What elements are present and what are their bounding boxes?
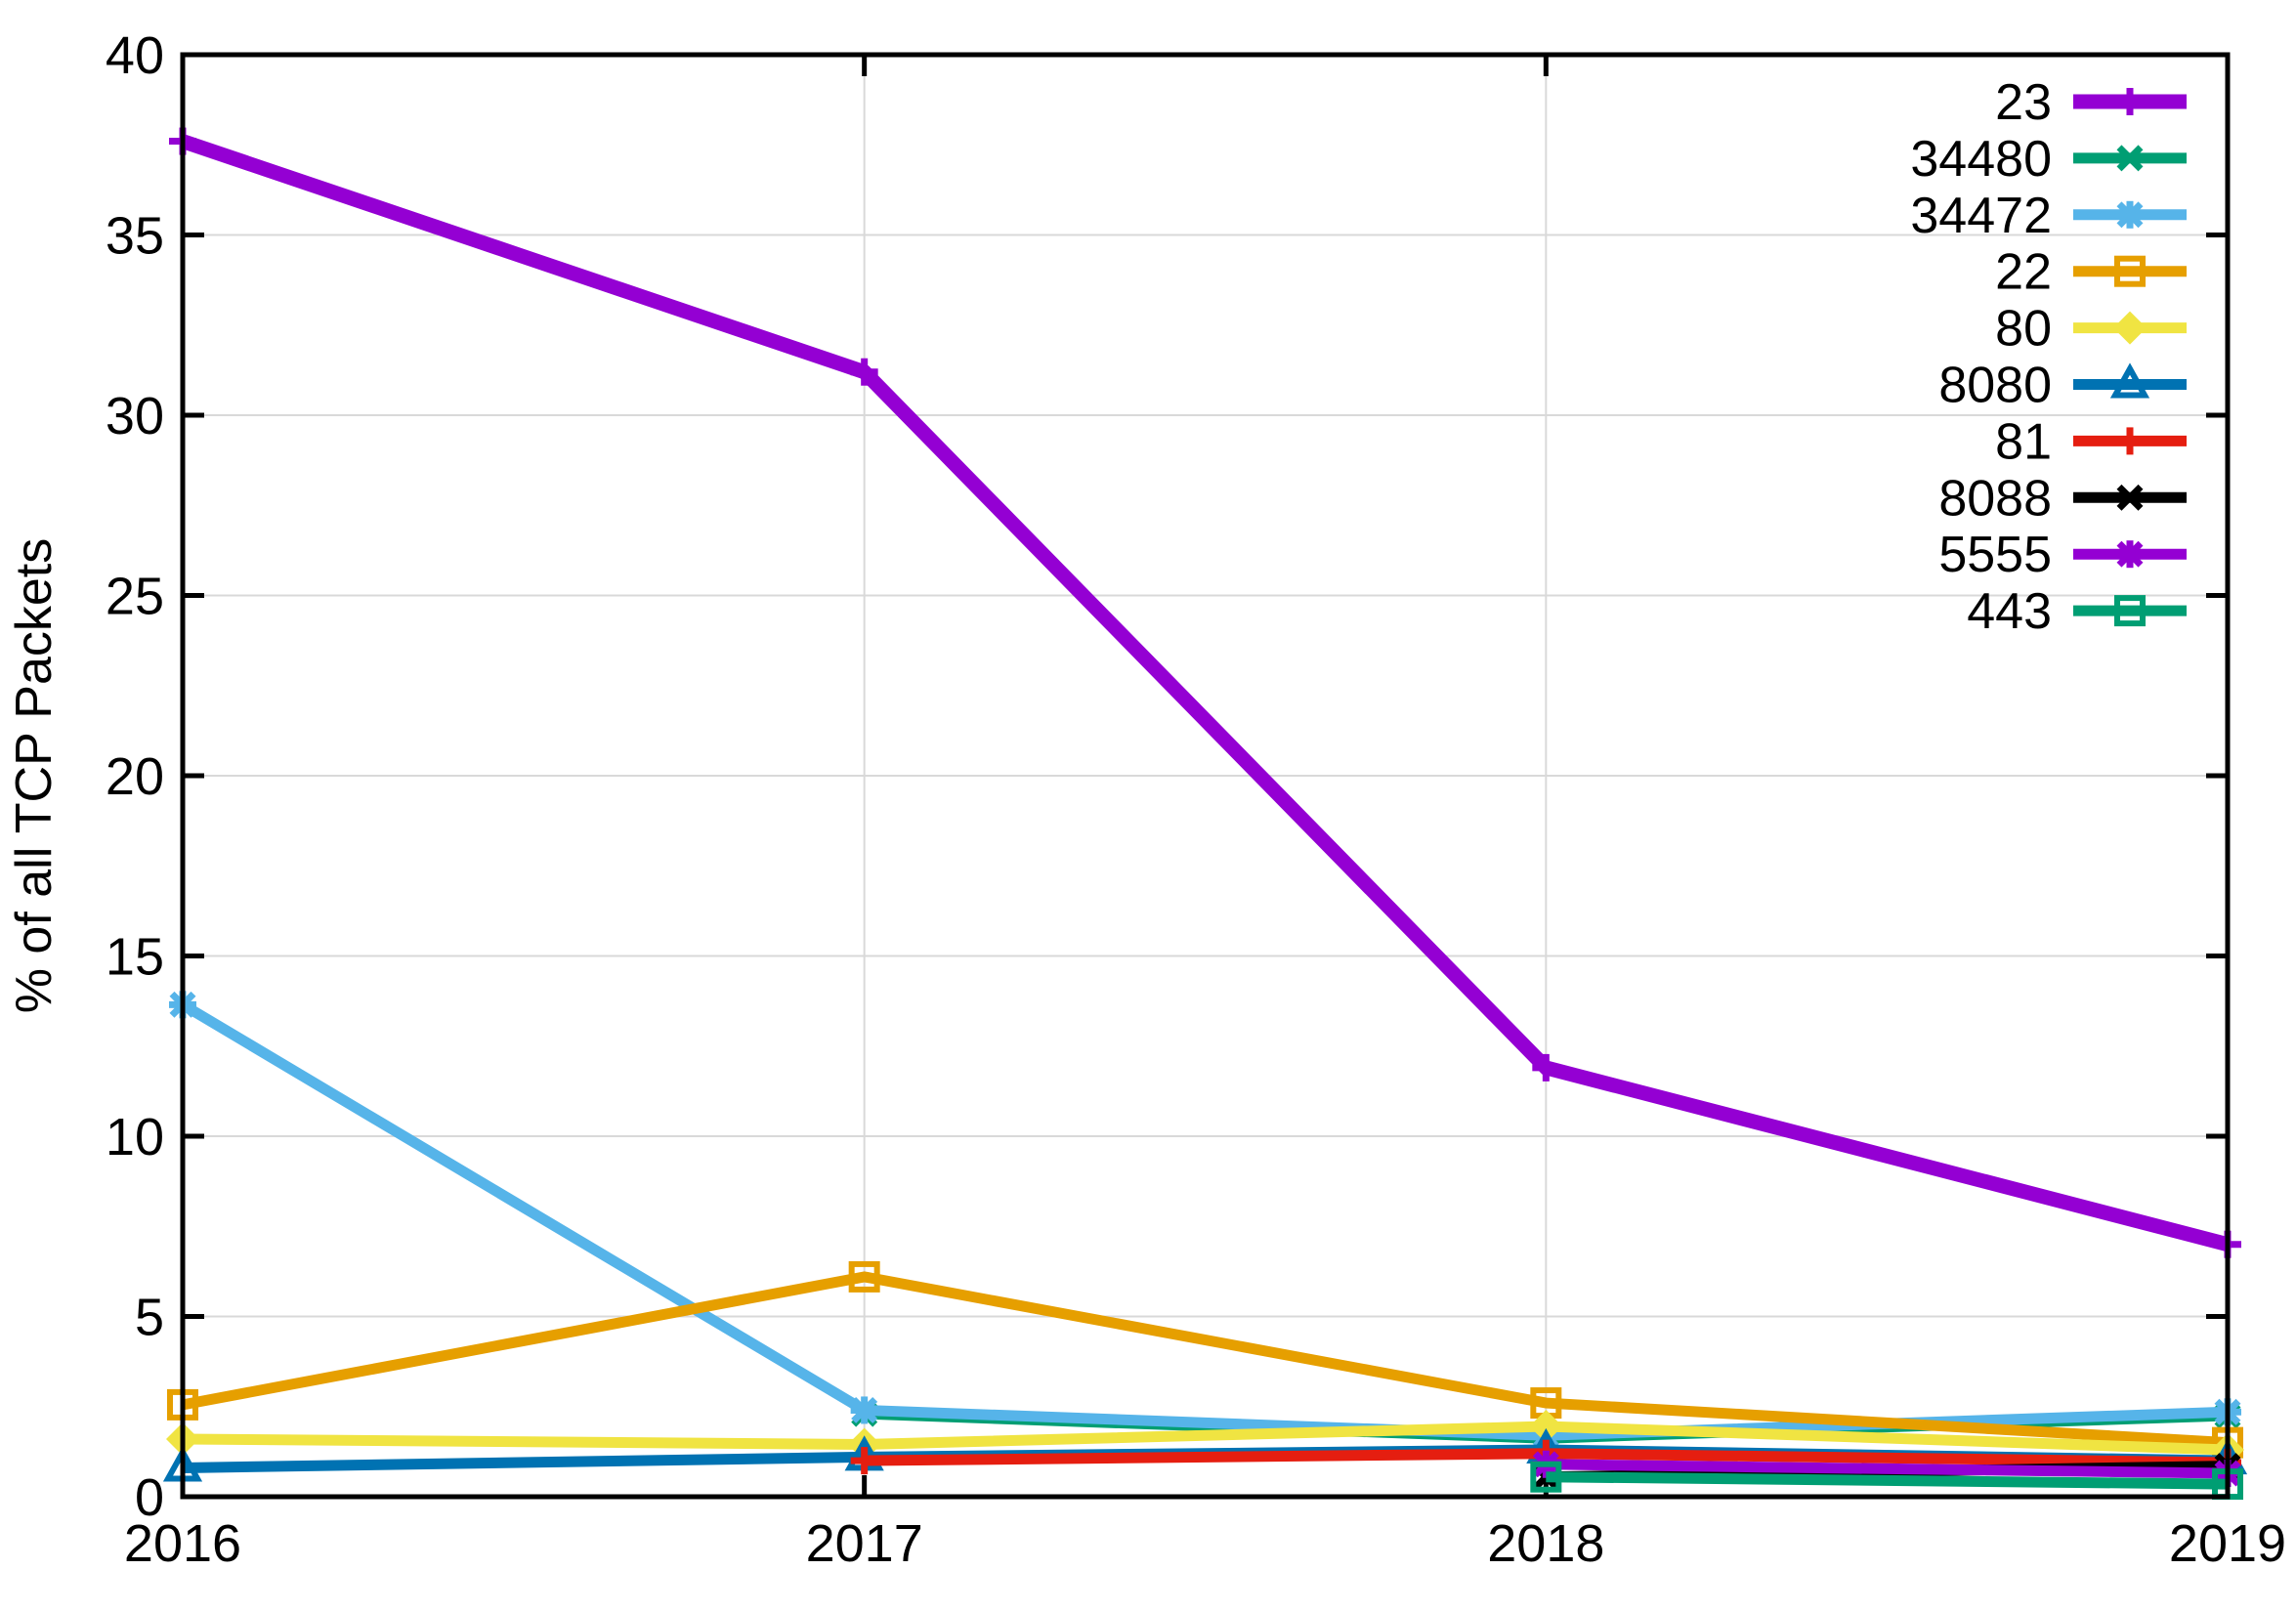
- legend-marker-81: [2116, 427, 2144, 455]
- y-tick-label-40: 40: [106, 26, 164, 85]
- marker-22-2017: [848, 1260, 880, 1293]
- legend-marker-22: [2114, 255, 2146, 287]
- legend-label-23: 23: [1995, 74, 2052, 131]
- legend-label-34480: 34480: [1910, 131, 2052, 188]
- series-line-443: [1546, 1471, 2229, 1490]
- legend-row-8080: 8080: [1938, 358, 2187, 414]
- marker-80-2018: [1529, 1410, 1563, 1444]
- y-tick-label-25: 25: [106, 568, 164, 626]
- legend-marker-8088: [2116, 484, 2144, 511]
- legend-label-81: 81: [1995, 413, 2052, 470]
- legend-marker-8080: [2109, 362, 2150, 399]
- y-tick-label-0: 0: [135, 1468, 164, 1527]
- marker-81-2017: [850, 1447, 878, 1475]
- x-tick-label-2016: 2016: [124, 1514, 241, 1573]
- y-tick-label-30: 30: [106, 387, 164, 445]
- legend-label-34472: 34472: [1910, 188, 2052, 244]
- plot-border: [180, 52, 2231, 1500]
- x-tick-label-2017: 2017: [806, 1514, 923, 1573]
- legend-row-81: 81: [1995, 413, 2187, 470]
- y-tick-label-15: 15: [106, 928, 164, 987]
- y-tick-label-20: 20: [106, 747, 164, 806]
- legend-row-34480: 34480: [1910, 131, 2187, 188]
- x-tick-label-2018: 2018: [1487, 1514, 1604, 1573]
- series-23: [169, 127, 2241, 1258]
- legend-label-80: 80: [1995, 301, 2052, 358]
- series-line-34472: [180, 999, 2229, 1441]
- legend-row-34472: 34472: [1910, 188, 2187, 244]
- legend-label-22: 22: [1995, 244, 2052, 301]
- legend-row-5555: 5555: [1938, 527, 2187, 583]
- legend-marker-23: [2116, 88, 2144, 115]
- series-line-23: [180, 134, 2230, 1251]
- legend-marker-5555: [2116, 540, 2144, 569]
- series-line-5555: [1546, 1459, 2229, 1479]
- legend-marker-443: [2114, 595, 2146, 627]
- legend-marker-34472: [2116, 200, 2144, 229]
- legend-row-22: 22: [1995, 244, 2187, 301]
- series-line-80: [182, 1421, 2229, 1456]
- marker-23-2018: [1532, 1053, 1560, 1082]
- legend-label-443: 443: [1967, 583, 2052, 640]
- marker-34472-2017: [850, 1396, 878, 1424]
- legend-label-5555: 5555: [1938, 527, 2052, 583]
- series-34472: [169, 991, 2241, 1450]
- y-axis-title: % of all TCP Packets: [6, 538, 63, 1014]
- legend-marker-34480: [2116, 145, 2144, 172]
- chart-generated-layer: 0 5 10 15 20 25 30 35 40 2016 2017 2018 2019 23344803…: [106, 26, 2286, 1573]
- marker-443-2018: [1530, 1461, 1562, 1493]
- legend-row-80: 80: [1995, 301, 2187, 358]
- legend-row-8088: 8088: [1938, 470, 2187, 527]
- y-tick-label-5: 5: [135, 1289, 164, 1347]
- y-tick-label-10: 10: [106, 1108, 164, 1167]
- y-tick-label-35: 35: [106, 207, 164, 266]
- legend-row-443: 443: [1967, 583, 2187, 640]
- series-line-22: [181, 1271, 2229, 1449]
- legend-row-23: 23: [1995, 74, 2187, 131]
- legend-label-8088: 8088: [1938, 470, 2052, 527]
- x-tick-label-2019: 2019: [2169, 1514, 2286, 1573]
- legend-marker-80: [2113, 311, 2147, 345]
- legend-label-8080: 8080: [1938, 358, 2052, 414]
- marker-23-2017: [850, 358, 878, 386]
